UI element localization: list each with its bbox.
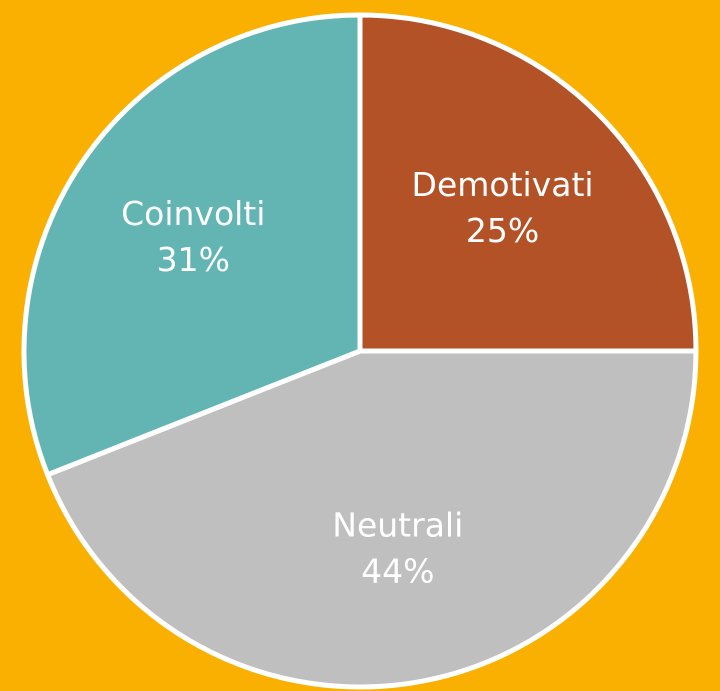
pie-slice <box>357 12 699 354</box>
pie-slice <box>21 12 363 478</box>
slice-value-label: 25% <box>466 211 539 250</box>
slice-value-label: 31% <box>157 240 230 279</box>
slice-label: Coinvolti <box>121 194 265 233</box>
slice-label: Demotivati <box>412 165 594 204</box>
pie-slice <box>45 348 699 690</box>
slice-label: Neutrali <box>332 506 463 545</box>
slice-value-label: 44% <box>361 552 434 591</box>
